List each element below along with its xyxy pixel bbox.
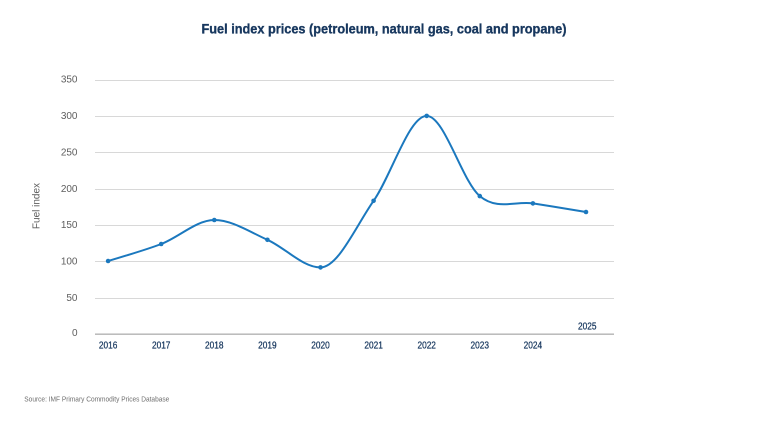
svg-text:150: 150 <box>61 220 78 231</box>
svg-text:Source: IMF Primary Commodity: Source: IMF Primary Commodity Prices Dat… <box>24 397 169 404</box>
svg-text:0: 0 <box>72 328 78 339</box>
svg-text:2022: 2022 <box>417 341 436 352</box>
svg-text:2020: 2020 <box>311 341 330 352</box>
svg-text:2025: 2025 <box>578 321 597 332</box>
svg-text:100: 100 <box>61 257 78 268</box>
svg-text:200: 200 <box>61 184 78 195</box>
svg-text:250: 250 <box>61 148 78 159</box>
svg-text:2023: 2023 <box>471 341 490 352</box>
svg-text:Fuel index prices (petroleum,: Fuel index prices (petroleum, natural ga… <box>202 21 567 37</box>
svg-text:Fuel index: Fuel index <box>32 183 43 229</box>
svg-text:350: 350 <box>61 75 78 86</box>
svg-text:2019: 2019 <box>258 341 277 352</box>
svg-text:2021: 2021 <box>364 341 383 352</box>
svg-text:50: 50 <box>66 293 78 304</box>
svg-text:2024: 2024 <box>524 341 543 352</box>
svg-text:2017: 2017 <box>152 341 171 352</box>
svg-text:2016: 2016 <box>99 341 118 352</box>
svg-text:300: 300 <box>61 111 78 122</box>
svg-text:2018: 2018 <box>205 341 224 352</box>
